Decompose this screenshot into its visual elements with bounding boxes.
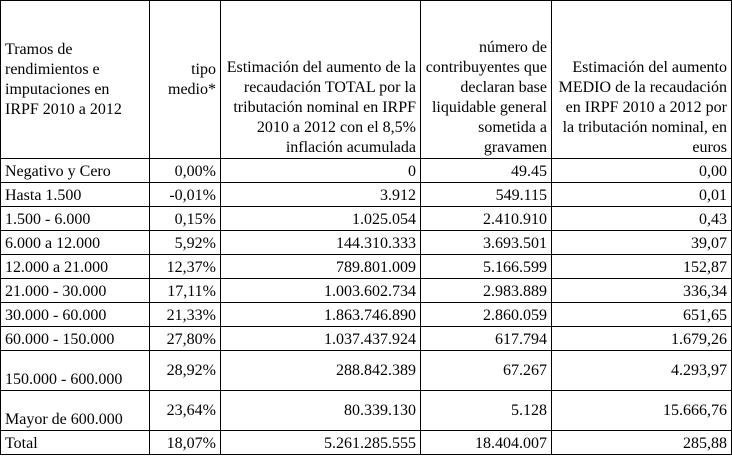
cell-tramo: 12.000 a 21.000 — [0, 254, 150, 279]
cell-total: 1.037.437.924 — [220, 326, 421, 351]
header-row: Tramos de rendimientos e imputaciones en… — [0, 0, 732, 159]
cell-contribuyentes: 49.45 — [420, 158, 552, 183]
cell-total: 144.310.333 — [220, 230, 421, 255]
table-row: 30.000 - 60.000 21,33% 1.863.746.890 2.8… — [0, 302, 732, 327]
cell-total: 789.801.009 — [220, 254, 421, 279]
cell-medio: 152,87 — [551, 254, 732, 279]
table-row: 21.000 - 30.000 17,11% 1.003.602.734 2.9… — [0, 278, 732, 303]
cell-medio: 336,34 — [551, 278, 732, 303]
header-aumento-medio: Estimación del aumento MEDIO de la recau… — [551, 0, 732, 159]
header-tipo-medio: tipo medio* — [149, 0, 221, 159]
cell-contribuyentes: 18.404.007 — [420, 430, 552, 455]
cell-medio: 0,43 — [551, 206, 732, 231]
cell-total: 3.912 — [220, 182, 421, 207]
cell-contribuyentes: 2.860.059 — [420, 302, 552, 327]
table-row-total: Total 18,07% 5.261.285.555 18.404.007 28… — [0, 430, 732, 455]
cell-tipo: 0,15% — [149, 206, 221, 231]
table-row: 12.000 a 21.000 12,37% 789.801.009 5.166… — [0, 254, 732, 279]
table-row: Negativo y Cero 0,00% 0 49.45 0,00 — [0, 158, 732, 183]
cell-medio: 0,00 — [551, 158, 732, 183]
cell-medio: 0,01 — [551, 182, 732, 207]
cell-contribuyentes: 3.693.501 — [420, 230, 552, 255]
cell-total: 80.339.130 — [220, 390, 421, 431]
header-aumento-total: Estimación del aumento de la recaudación… — [220, 0, 421, 159]
cell-contribuyentes: 67.267 — [420, 350, 552, 391]
cell-contribuyentes: 2.983.889 — [420, 278, 552, 303]
cell-medio: 4.293,97 — [551, 350, 732, 391]
cell-contribuyentes: 617.794 — [420, 326, 552, 351]
cell-tramo: 60.000 - 150.000 — [0, 326, 150, 351]
cell-tipo: 12,37% — [149, 254, 221, 279]
cell-tramo: 150.000 - 600.000 — [0, 350, 150, 391]
table-row: 1.500 - 6.000 0,15% 1.025.054 2.410.910 … — [0, 206, 732, 231]
cell-total: 0 — [220, 158, 421, 183]
cell-total: 5.261.285.555 — [220, 430, 421, 455]
cell-tipo: 23,64% — [149, 390, 221, 431]
header-contribuyentes: número de contribuyentes que declaran ba… — [420, 0, 552, 159]
cell-medio: 15.666,76 — [551, 390, 732, 431]
table-row: Hasta 1.500 -0,01% 3.912 549.115 0,01 — [0, 182, 732, 207]
cell-tramo: 21.000 - 30.000 — [0, 278, 150, 303]
cell-medio: 1.679,26 — [551, 326, 732, 351]
cell-tramo: 30.000 - 60.000 — [0, 302, 150, 327]
cell-medio: 285,88 — [551, 430, 732, 455]
cell-tipo: 5,92% — [149, 230, 221, 255]
cell-total: 1.025.054 — [220, 206, 421, 231]
cell-medio: 39,07 — [551, 230, 732, 255]
cell-total: 1.863.746.890 — [220, 302, 421, 327]
cell-contribuyentes: 2.410.910 — [420, 206, 552, 231]
cell-tipo: 0,00% — [149, 158, 221, 183]
cell-tipo: 18,07% — [149, 430, 221, 455]
cell-tramo: 1.500 - 6.000 — [0, 206, 150, 231]
irpf-table: Tramos de rendimientos e imputaciones en… — [0, 0, 732, 455]
cell-tipo: 27,80% — [149, 326, 221, 351]
cell-tipo: -0,01% — [149, 182, 221, 207]
table-row: 60.000 - 150.000 27,80% 1.037.437.924 61… — [0, 326, 732, 351]
table-row: Mayor de 600.000 23,64% 80.339.130 5.128… — [0, 390, 732, 431]
cell-tramo: Mayor de 600.000 — [0, 390, 150, 431]
cell-medio: 651,65 — [551, 302, 732, 327]
cell-tipo: 17,11% — [149, 278, 221, 303]
cell-contribuyentes: 5.128 — [420, 390, 552, 431]
cell-tramo: Hasta 1.500 — [0, 182, 150, 207]
cell-tipo: 28,92% — [149, 350, 221, 391]
cell-contribuyentes: 5.166.599 — [420, 254, 552, 279]
cell-total: 288.842.389 — [220, 350, 421, 391]
table-row: 150.000 - 600.000 28,92% 288.842.389 67.… — [0, 350, 732, 391]
cell-contribuyentes: 549.115 — [420, 182, 552, 207]
cell-tramo: Negativo y Cero — [0, 158, 150, 183]
cell-tramo: 6.000 a 12.000 — [0, 230, 150, 255]
table-row: 6.000 a 12.000 5,92% 144.310.333 3.693.5… — [0, 230, 732, 255]
header-tramos: Tramos de rendimientos e imputaciones en… — [0, 0, 150, 159]
cell-total: 1.003.602.734 — [220, 278, 421, 303]
cell-tipo: 21,33% — [149, 302, 221, 327]
cell-tramo: Total — [0, 430, 150, 455]
